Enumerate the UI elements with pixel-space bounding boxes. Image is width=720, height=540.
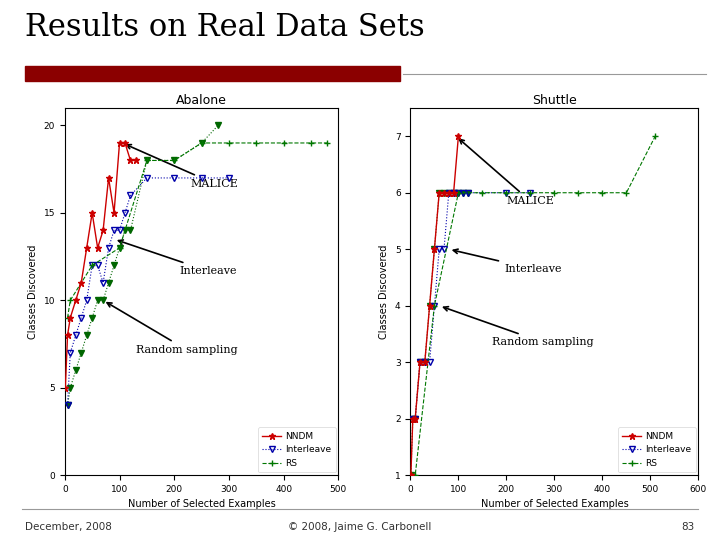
Y-axis label: Classes Discovered: Classes Discovered — [379, 245, 390, 339]
Text: Interleave: Interleave — [454, 249, 562, 274]
Text: MALICE: MALICE — [459, 139, 554, 206]
Text: December, 2008: December, 2008 — [25, 522, 112, 532]
X-axis label: Number of Selected Examples: Number of Selected Examples — [480, 500, 629, 509]
Title: Abalone: Abalone — [176, 94, 227, 107]
Text: Random sampling: Random sampling — [107, 303, 238, 355]
Bar — [25, 66, 400, 81]
Legend: NNDM, Interleave, RS: NNDM, Interleave, RS — [258, 428, 336, 472]
Text: Results on Real Data Sets: Results on Real Data Sets — [25, 12, 425, 43]
Text: Interleave: Interleave — [119, 240, 237, 276]
Y-axis label: Classes Discovered: Classes Discovered — [28, 245, 38, 339]
Legend: NNDM, Interleave, RS: NNDM, Interleave, RS — [618, 428, 696, 472]
X-axis label: Number of Selected Examples: Number of Selected Examples — [127, 500, 276, 509]
Title: Shuttle: Shuttle — [532, 94, 577, 107]
Text: Random sampling: Random sampling — [444, 307, 593, 347]
Text: MALICE: MALICE — [127, 145, 238, 188]
Text: 83: 83 — [682, 522, 695, 532]
Text: © 2008, Jaime G. Carbonell: © 2008, Jaime G. Carbonell — [288, 522, 432, 532]
